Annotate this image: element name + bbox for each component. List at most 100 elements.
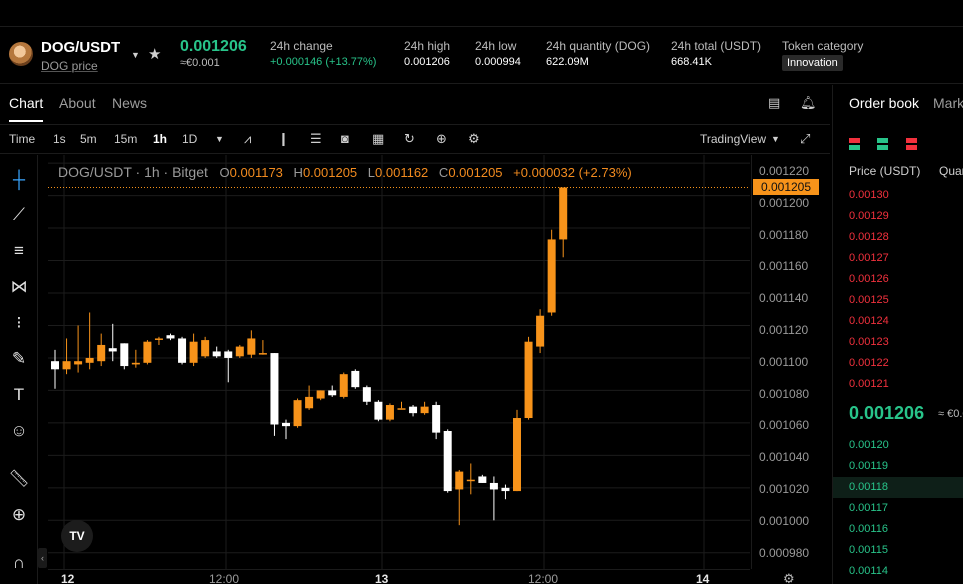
interval-5m[interactable]: 5m [80, 132, 97, 146]
interval-1d[interactable]: 1D [182, 132, 198, 146]
refresh-icon[interactable]: ↻ [404, 131, 415, 146]
time-axis[interactable]: 12 12:00 13 12:00 14 [48, 569, 750, 584]
ask-row[interactable]: 0.00130 [849, 189, 889, 201]
collapse-toolbar-icon[interactable]: ‹ [38, 548, 47, 568]
candle-body [524, 341, 533, 419]
chevron-down-icon[interactable]: ▼ [131, 50, 140, 60]
interval-dropdown-icon[interactable]: ▼ [215, 134, 224, 144]
candle-body [374, 401, 383, 420]
legend-high: 0.001205 [302, 165, 358, 180]
ask-row[interactable]: 0.00125 [849, 294, 889, 306]
stat-label: 24h quantity (DOG) [546, 39, 651, 53]
tab-about[interactable]: About [59, 95, 96, 111]
bid-row[interactable]: 0.00119 [849, 460, 888, 472]
interval-1s[interactable]: 1s [53, 132, 66, 146]
stat-label: 24h high [404, 39, 451, 53]
ask-row[interactable]: 0.00126 [849, 273, 889, 285]
bid-row[interactable]: 0.00117 [849, 502, 888, 514]
candle-body [362, 387, 371, 402]
fullscreen-icon[interactable]: ⤢ [800, 131, 811, 146]
legend-low: 0.001162 [375, 165, 429, 180]
legend-open-key: O [219, 165, 230, 180]
calendar-icon[interactable]: ▦ [372, 131, 385, 146]
gear-icon[interactable]: ⚙ [468, 131, 480, 146]
price-tick: 0.001160 [759, 259, 809, 274]
candle-body [258, 353, 267, 355]
candle-body [339, 374, 348, 397]
alert-bell-icon[interactable]: 🔔︎ [800, 95, 817, 110]
candle-body [466, 479, 475, 482]
axis-settings-icon[interactable]: ⚙ [783, 571, 795, 584]
ask-row[interactable]: 0.00129 [849, 210, 889, 222]
candlestick-chart [48, 155, 750, 569]
bid-row[interactable]: 0.00120 [849, 439, 889, 451]
favorite-star-icon[interactable]: ★ [148, 46, 162, 63]
bid-row[interactable]: 0.00118 [833, 477, 963, 498]
pair-name[interactable]: DOG/USDT [41, 39, 121, 56]
emoji-icon[interactable]: ☺ [10, 421, 28, 440]
ask-row[interactable]: 0.00123 [849, 336, 889, 348]
trendline-icon[interactable]: ⟋ [13, 205, 25, 224]
fib-icon[interactable]: ⁝ [16, 313, 22, 332]
bid-row[interactable]: 0.00115 [849, 544, 888, 556]
legend-change: +0.000032 (+2.73%) [513, 165, 632, 180]
ask-row[interactable]: 0.00121 [849, 378, 889, 390]
interval-15m[interactable]: 15m [114, 132, 138, 146]
bid-row[interactable]: 0.00114 [849, 565, 888, 577]
tab-order-book[interactable]: Order book [849, 95, 920, 111]
category-tag[interactable]: Innovation [782, 55, 843, 71]
ask-row[interactable]: 0.00124 [849, 315, 889, 327]
notes-icon[interactable]: ▤ [768, 95, 781, 110]
candle-body [443, 431, 452, 492]
dog-token-avatar [9, 42, 33, 66]
view-both-icon[interactable] [849, 138, 860, 150]
tab-chart[interactable]: Chart [9, 95, 44, 122]
pattern-icon[interactable]: ⋈ [10, 277, 28, 296]
stat-24h-high: 24h high 0.001206 [404, 39, 450, 68]
ask-row[interactable]: 0.00122 [849, 357, 889, 369]
ask-row[interactable]: 0.00127 [849, 252, 889, 264]
candle-body [154, 338, 163, 340]
candle-body [97, 344, 106, 362]
view-asks-icon[interactable] [905, 138, 917, 150]
price-tick: 0.001080 [759, 386, 810, 401]
price-tick: 0.001220 [759, 164, 810, 178]
candle-body [455, 471, 464, 490]
last-price: 0.001206 [180, 38, 247, 55]
magnet-icon[interactable]: ∩ [12, 553, 26, 572]
time-tick: 12 [61, 572, 75, 584]
zoom-icon[interactable]: ⊕ [11, 505, 27, 524]
candle-body [189, 341, 198, 363]
view-dropdown-icon[interactable]: ▼ [771, 134, 780, 144]
candle-body [432, 405, 441, 433]
add-icon[interactable]: ⊕ [436, 131, 447, 146]
top-bar [0, 0, 963, 27]
brush-icon[interactable]: ✎ [11, 349, 27, 368]
pair-subtitle-link[interactable]: DOG price [41, 59, 98, 73]
camera-icon[interactable]: ◙ [341, 131, 349, 146]
indicators-icon[interactable]: ⩘ [244, 131, 252, 146]
candle-body [305, 396, 314, 409]
view-bids-icon[interactable] [877, 138, 889, 150]
candle-body [478, 476, 487, 483]
candle-type-icon[interactable]: ❙ [278, 131, 289, 146]
interval-1h[interactable]: 1h [153, 132, 168, 146]
crosshair-icon[interactable]: ┼ [12, 170, 26, 189]
tradingview-toggle[interactable]: TradingView [700, 132, 767, 146]
legend-open: 0.001173 [229, 165, 283, 180]
candle-body [536, 315, 545, 347]
tradingview-logo[interactable]: TV [61, 520, 93, 552]
price-axis[interactable]: 0.001205 0.001220 0.001200 0.001180 0.00116… [751, 155, 830, 569]
candlestick-plot[interactable] [48, 155, 750, 569]
horizontal-lines-icon[interactable]: ≡ [14, 241, 24, 260]
tab-news[interactable]: News [112, 95, 148, 111]
ticker-header: DOG/USDT DOG price ▼ ★ 0.001206 ≈€0.001 … [0, 28, 963, 84]
ask-row[interactable]: 0.00128 [849, 231, 889, 243]
ruler-icon[interactable]: 📏︎ [8, 469, 30, 488]
candle-body [143, 341, 152, 363]
stat-value: 0.001206 [404, 56, 450, 68]
tab-market-trades[interactable]: Market trades [933, 95, 963, 111]
bid-row[interactable]: 0.00116 [849, 523, 888, 535]
layout-icon[interactable]: ☰ [310, 131, 322, 146]
text-tool-icon[interactable]: T [13, 385, 25, 404]
